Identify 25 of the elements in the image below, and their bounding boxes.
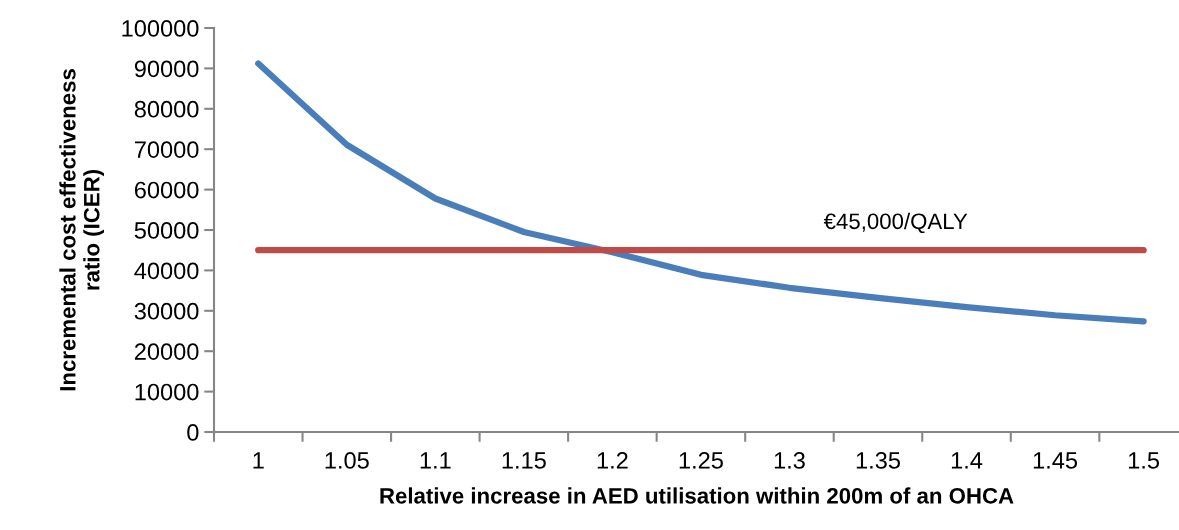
x-tick-label: 1.2 (597, 452, 628, 469)
x-tick-label: 1.1 (420, 452, 451, 469)
x-tick-label: 1.4 (951, 452, 983, 469)
x-tick-label: 1.3 (774, 452, 805, 469)
x-axis-title: Relative increase in AED utilisation within 200m of an OHCA (380, 487, 1014, 504)
x-tick-label: 1.25 (679, 452, 723, 469)
y-tick-label: 90000 (134, 60, 199, 78)
y-tick-label: 100000 (122, 20, 199, 37)
x-tick-label: 1.15 (502, 452, 546, 469)
y-tick-label: 50000 (134, 222, 199, 239)
x-tick-label: 1 (253, 452, 264, 469)
y-tick-label: 0 (187, 424, 199, 441)
y-tick-label: 30000 (134, 302, 199, 320)
x-tick-label: 1.35 (856, 452, 900, 469)
y-tick-label: 10000 (135, 383, 199, 401)
annotation: €45,000/QALY (823, 212, 968, 234)
y-axis-title: Incremental cost effectiveness ratio (ICER) (59, 69, 104, 391)
y-tick-label: 80000 (134, 100, 199, 118)
x-tick-label: 1.05 (325, 452, 369, 469)
y-tick-label: 70000 (134, 141, 199, 158)
x-tick-label: 1.5 (1128, 452, 1160, 469)
x-tick-label: 1.45 (1033, 452, 1078, 469)
y-tick-label: 40000 (134, 262, 199, 280)
y-tick-label: 20000 (134, 343, 199, 360)
y-tick-label: 60000 (134, 181, 199, 199)
